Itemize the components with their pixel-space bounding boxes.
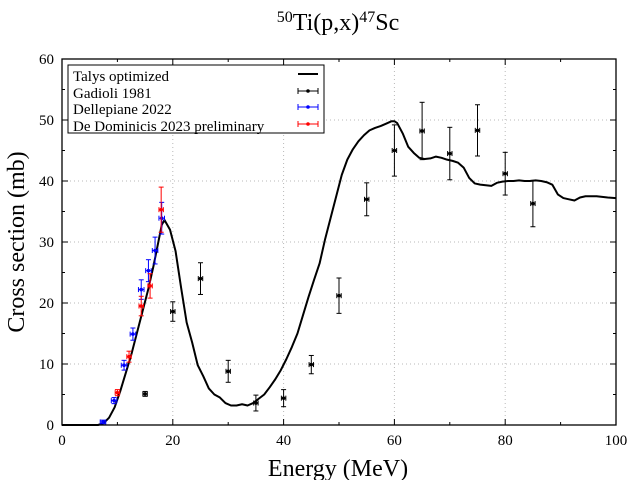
gadioli-point-5: [280, 389, 287, 408]
x-tick-label: 60: [387, 433, 402, 449]
dellepiane-marker: [159, 216, 164, 221]
dellepiane-point-6: [151, 236, 159, 265]
dedominicis-point-2: [138, 295, 144, 317]
title-sup-1: 50: [277, 9, 293, 26]
y-tick-label: 20: [39, 296, 54, 312]
dellepiane-point-4: [137, 279, 145, 300]
legend-dedominicis-marker: [306, 122, 310, 126]
gadioli-point-1: [170, 301, 176, 322]
dellepiane-marker: [122, 363, 126, 368]
gadioli-series: [142, 101, 536, 412]
dellepiane-marker: [131, 332, 135, 336]
gadioli-marker: [254, 401, 258, 405]
y-axis-title: Cross section (mb): [4, 151, 30, 332]
dedominicis-marker: [115, 390, 120, 395]
legend-gadioli-symbol: [297, 88, 319, 94]
gadioli-marker: [281, 396, 286, 400]
legend: Talys optimized Gadioli 1981 Dellepiane …: [67, 64, 325, 135]
legend-dedominicis-symbol: [297, 121, 319, 127]
gadioli-point-12: [474, 104, 481, 157]
gadioli-point-14: [530, 179, 536, 228]
x-tick-label: 100: [605, 433, 628, 449]
gadioli-point-6: [308, 354, 315, 375]
gadioli-point-0: [142, 390, 148, 397]
x-tick-label: 20: [165, 433, 180, 449]
gadioli-point-10: [419, 101, 425, 161]
gadioli-point-2: [197, 262, 204, 295]
dellepiane-point-2: [120, 359, 128, 371]
gadioli-marker: [309, 362, 314, 367]
gadioli-marker: [531, 201, 535, 206]
gadioli-marker: [364, 197, 369, 202]
y-tick-label: 60: [39, 52, 54, 68]
legend-dellepiane-marker: [306, 105, 310, 109]
dedominicis-point-0: [114, 389, 121, 397]
dellepiane-point-1: [110, 397, 118, 405]
x-tick-label: 80: [498, 433, 513, 449]
dedominicis-point-3: [147, 273, 153, 299]
dellepiane-marker: [112, 398, 116, 403]
gadioli-marker: [503, 171, 508, 176]
legend-label-talys: Talys optimized: [73, 69, 170, 85]
title-sup-2: 47: [359, 9, 375, 26]
legend-label-dedominicis: De Dominicis 2023 preliminary: [73, 119, 265, 135]
legend-label-dellepiane: Dellepiane 2022: [73, 102, 172, 118]
y-tick-label: 40: [39, 174, 54, 190]
legend-gadioli-marker: [306, 89, 310, 93]
plot-frame: [61, 58, 617, 426]
dellepiane-point-3: [129, 327, 137, 341]
gadioli-point-11: [447, 126, 453, 181]
dedominicis-marker: [148, 284, 152, 288]
dedominicis-marker: [159, 207, 163, 212]
chart-title: 50Ti(p,x)47Sc: [277, 9, 399, 36]
gadioli-marker: [392, 148, 397, 153]
gadioli-marker: [226, 369, 230, 374]
gadioli-point-9: [391, 124, 398, 177]
y-tick-label: 10: [39, 357, 54, 373]
y-tick-label: 0: [47, 418, 55, 434]
legend-label-gadioli: Gadioli 1981: [73, 86, 152, 102]
tick-labels: 0 20 40 60 80 100 0 10 20 30 40 50 60: [39, 52, 627, 449]
gadioli-point-3: [225, 359, 231, 383]
gadioli-marker: [337, 293, 341, 298]
y-tick-label: 50: [39, 113, 54, 129]
legend-dellepiane-symbol: [297, 104, 319, 110]
gadioli-point-4: [253, 394, 259, 412]
dellepiane-marker: [101, 420, 105, 424]
gadioli-marker: [171, 309, 175, 314]
gadioli-point-8: [363, 182, 370, 217]
gadioli-marker: [448, 151, 452, 156]
dellepiane-marker: [146, 268, 151, 273]
x-axis-title: Energy (MeV): [268, 456, 408, 480]
legend-box: [67, 64, 325, 134]
dellepiane-point-7: [158, 201, 165, 235]
dellepiane-point-0: [99, 419, 107, 425]
dellepiane-marker: [153, 248, 157, 253]
gadioli-marker: [143, 392, 147, 396]
dedominicis-point-1: [126, 350, 132, 363]
title-base-2: Sc: [375, 10, 399, 36]
dellepiane-series: [99, 201, 165, 425]
legend-symbols: [297, 73, 319, 127]
x-tick-label: 0: [58, 433, 66, 449]
talys-line: [62, 120, 617, 426]
dedominicis-point-4: [158, 186, 164, 233]
data-layer: [62, 101, 617, 426]
x-tick-label: 40: [276, 433, 291, 449]
gadioli-marker: [198, 276, 203, 281]
gadioli-marker: [420, 129, 424, 133]
gadioli-point-7: [336, 277, 342, 314]
title-base-1: Ti(p,x): [293, 10, 359, 36]
dedominicis-marker: [139, 304, 144, 308]
gadioli-point-13: [502, 151, 508, 196]
dedominicis-marker: [127, 354, 131, 359]
dedominicis-series: [114, 186, 164, 397]
gadioli-marker: [475, 128, 480, 133]
y-tick-label: 30: [39, 235, 54, 251]
dellepiane-marker: [139, 287, 144, 292]
